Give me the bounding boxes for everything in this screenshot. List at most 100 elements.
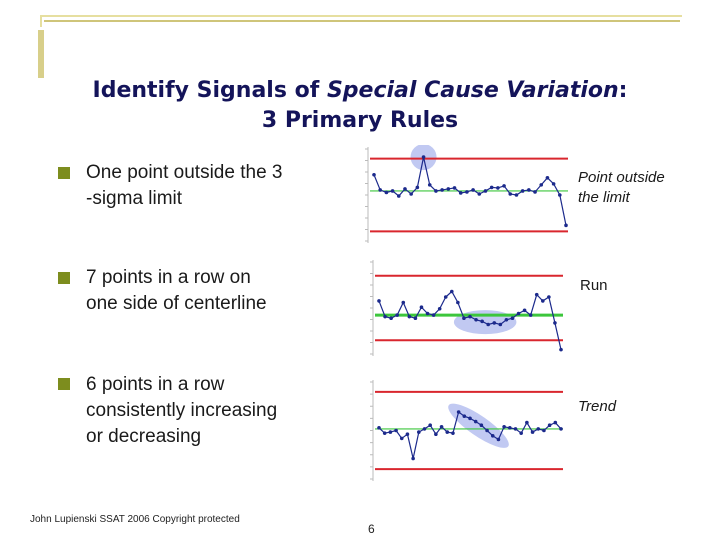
data-point: [564, 223, 568, 228]
data-point: [465, 190, 469, 194]
data-point: [456, 410, 461, 414]
data-point: [492, 321, 497, 325]
data-point: [496, 186, 500, 190]
rule-2-line-1: 7 points in a row on: [86, 267, 251, 288]
data-point: [496, 437, 501, 442]
data-point: [485, 428, 489, 433]
data-point: [377, 299, 381, 303]
rule-3-note: Trend: [578, 398, 617, 415]
bullet-square-icon: [58, 272, 70, 284]
data-point: [440, 188, 444, 192]
data-point: [533, 190, 537, 194]
rule-3-text: 6 points in a row consistently increasin…: [86, 372, 277, 450]
data-point: [508, 192, 513, 196]
data-point: [425, 311, 430, 316]
data-point: [437, 306, 442, 311]
data-point: [477, 192, 482, 196]
data-point: [451, 431, 455, 435]
rule-3-line-3: or decreasing: [86, 426, 202, 447]
data-point: [471, 188, 475, 192]
rule-1-line-2: -sigma limit: [86, 188, 183, 209]
bullet-square-icon: [58, 378, 70, 390]
data-point: [411, 456, 415, 461]
data-point: [372, 172, 376, 177]
data-point: [498, 322, 503, 327]
data-point: [525, 420, 529, 425]
data-point: [479, 423, 484, 428]
data-point: [542, 428, 546, 433]
data-point: [446, 187, 451, 191]
data-point: [378, 188, 382, 192]
data-point: [553, 321, 557, 325]
data-point: [401, 300, 406, 305]
data-point: [528, 313, 533, 317]
data-point: [508, 426, 512, 430]
title-emphasis-variation: Variation: [498, 78, 619, 103]
data-point: [395, 313, 399, 317]
rule-1-note: Point outside the limit: [578, 169, 665, 206]
data-point: [558, 193, 562, 197]
data-point: [394, 428, 398, 433]
data-point: [559, 347, 563, 352]
data-point: [547, 295, 551, 299]
data-point: [462, 316, 466, 321]
data-point: [388, 430, 393, 434]
data-point: [445, 430, 450, 434]
data-point: [428, 423, 432, 428]
data-point: [510, 316, 515, 321]
data-point: [458, 191, 463, 195]
data-point: [527, 188, 531, 192]
title-suffix: :: [618, 78, 628, 103]
data-point: [407, 314, 412, 319]
data-point: [462, 414, 467, 419]
data-point: [502, 425, 506, 429]
data-point: [413, 316, 418, 321]
rule-2-line-2: one side of centerline: [86, 293, 267, 314]
data-point: [452, 186, 457, 190]
data-point: [431, 313, 436, 317]
data-point: [504, 317, 509, 322]
rule-1-text: One point outside the 3 -sigma limit: [86, 160, 282, 212]
data-point: [396, 194, 401, 198]
data-point: [422, 427, 427, 431]
data-point: [502, 184, 506, 188]
data-point: [383, 314, 387, 319]
bullet-square-icon: [58, 167, 70, 179]
data-point: [480, 319, 484, 324]
data-point: [450, 289, 454, 294]
data-point: [559, 427, 563, 431]
data-point: [456, 300, 460, 305]
data-point: [419, 305, 424, 310]
rule-3-line-2: consistently increasing: [86, 400, 278, 421]
data-point: [534, 292, 539, 297]
data-point: [377, 426, 381, 430]
data-point: [516, 311, 521, 316]
data-point: [545, 176, 550, 180]
rule-3-line-1: 6 points in a row: [86, 374, 225, 395]
data-point: [382, 431, 387, 435]
data-point: [520, 189, 525, 193]
page-number: 6: [368, 522, 375, 536]
data-point: [489, 185, 494, 190]
data-point: [439, 425, 444, 429]
data-point: [409, 192, 413, 196]
data-point: [468, 416, 472, 421]
footer-copyright: John Lupienski SSAT 2006 Copyright prote…: [30, 514, 240, 525]
data-point: [390, 189, 395, 193]
data-point: [490, 433, 495, 438]
data-point: [415, 185, 420, 190]
data-point: [474, 317, 478, 322]
title-prefix: Identify Signals of: [92, 78, 327, 103]
data-point: [405, 432, 410, 436]
decorative-frame-left: [38, 30, 44, 78]
data-point: [536, 427, 541, 431]
data-point: [541, 299, 545, 303]
data-point: [486, 322, 490, 327]
rule-2-text: 7 points in a row on one side of centerl…: [86, 265, 267, 317]
data-point: [421, 155, 426, 159]
slide-subtitle: 3 Primary Rules: [261, 108, 459, 133]
data-point: [553, 420, 558, 425]
chart-trend: [370, 380, 563, 481]
data-point: [417, 430, 421, 434]
data-point: [434, 189, 438, 193]
